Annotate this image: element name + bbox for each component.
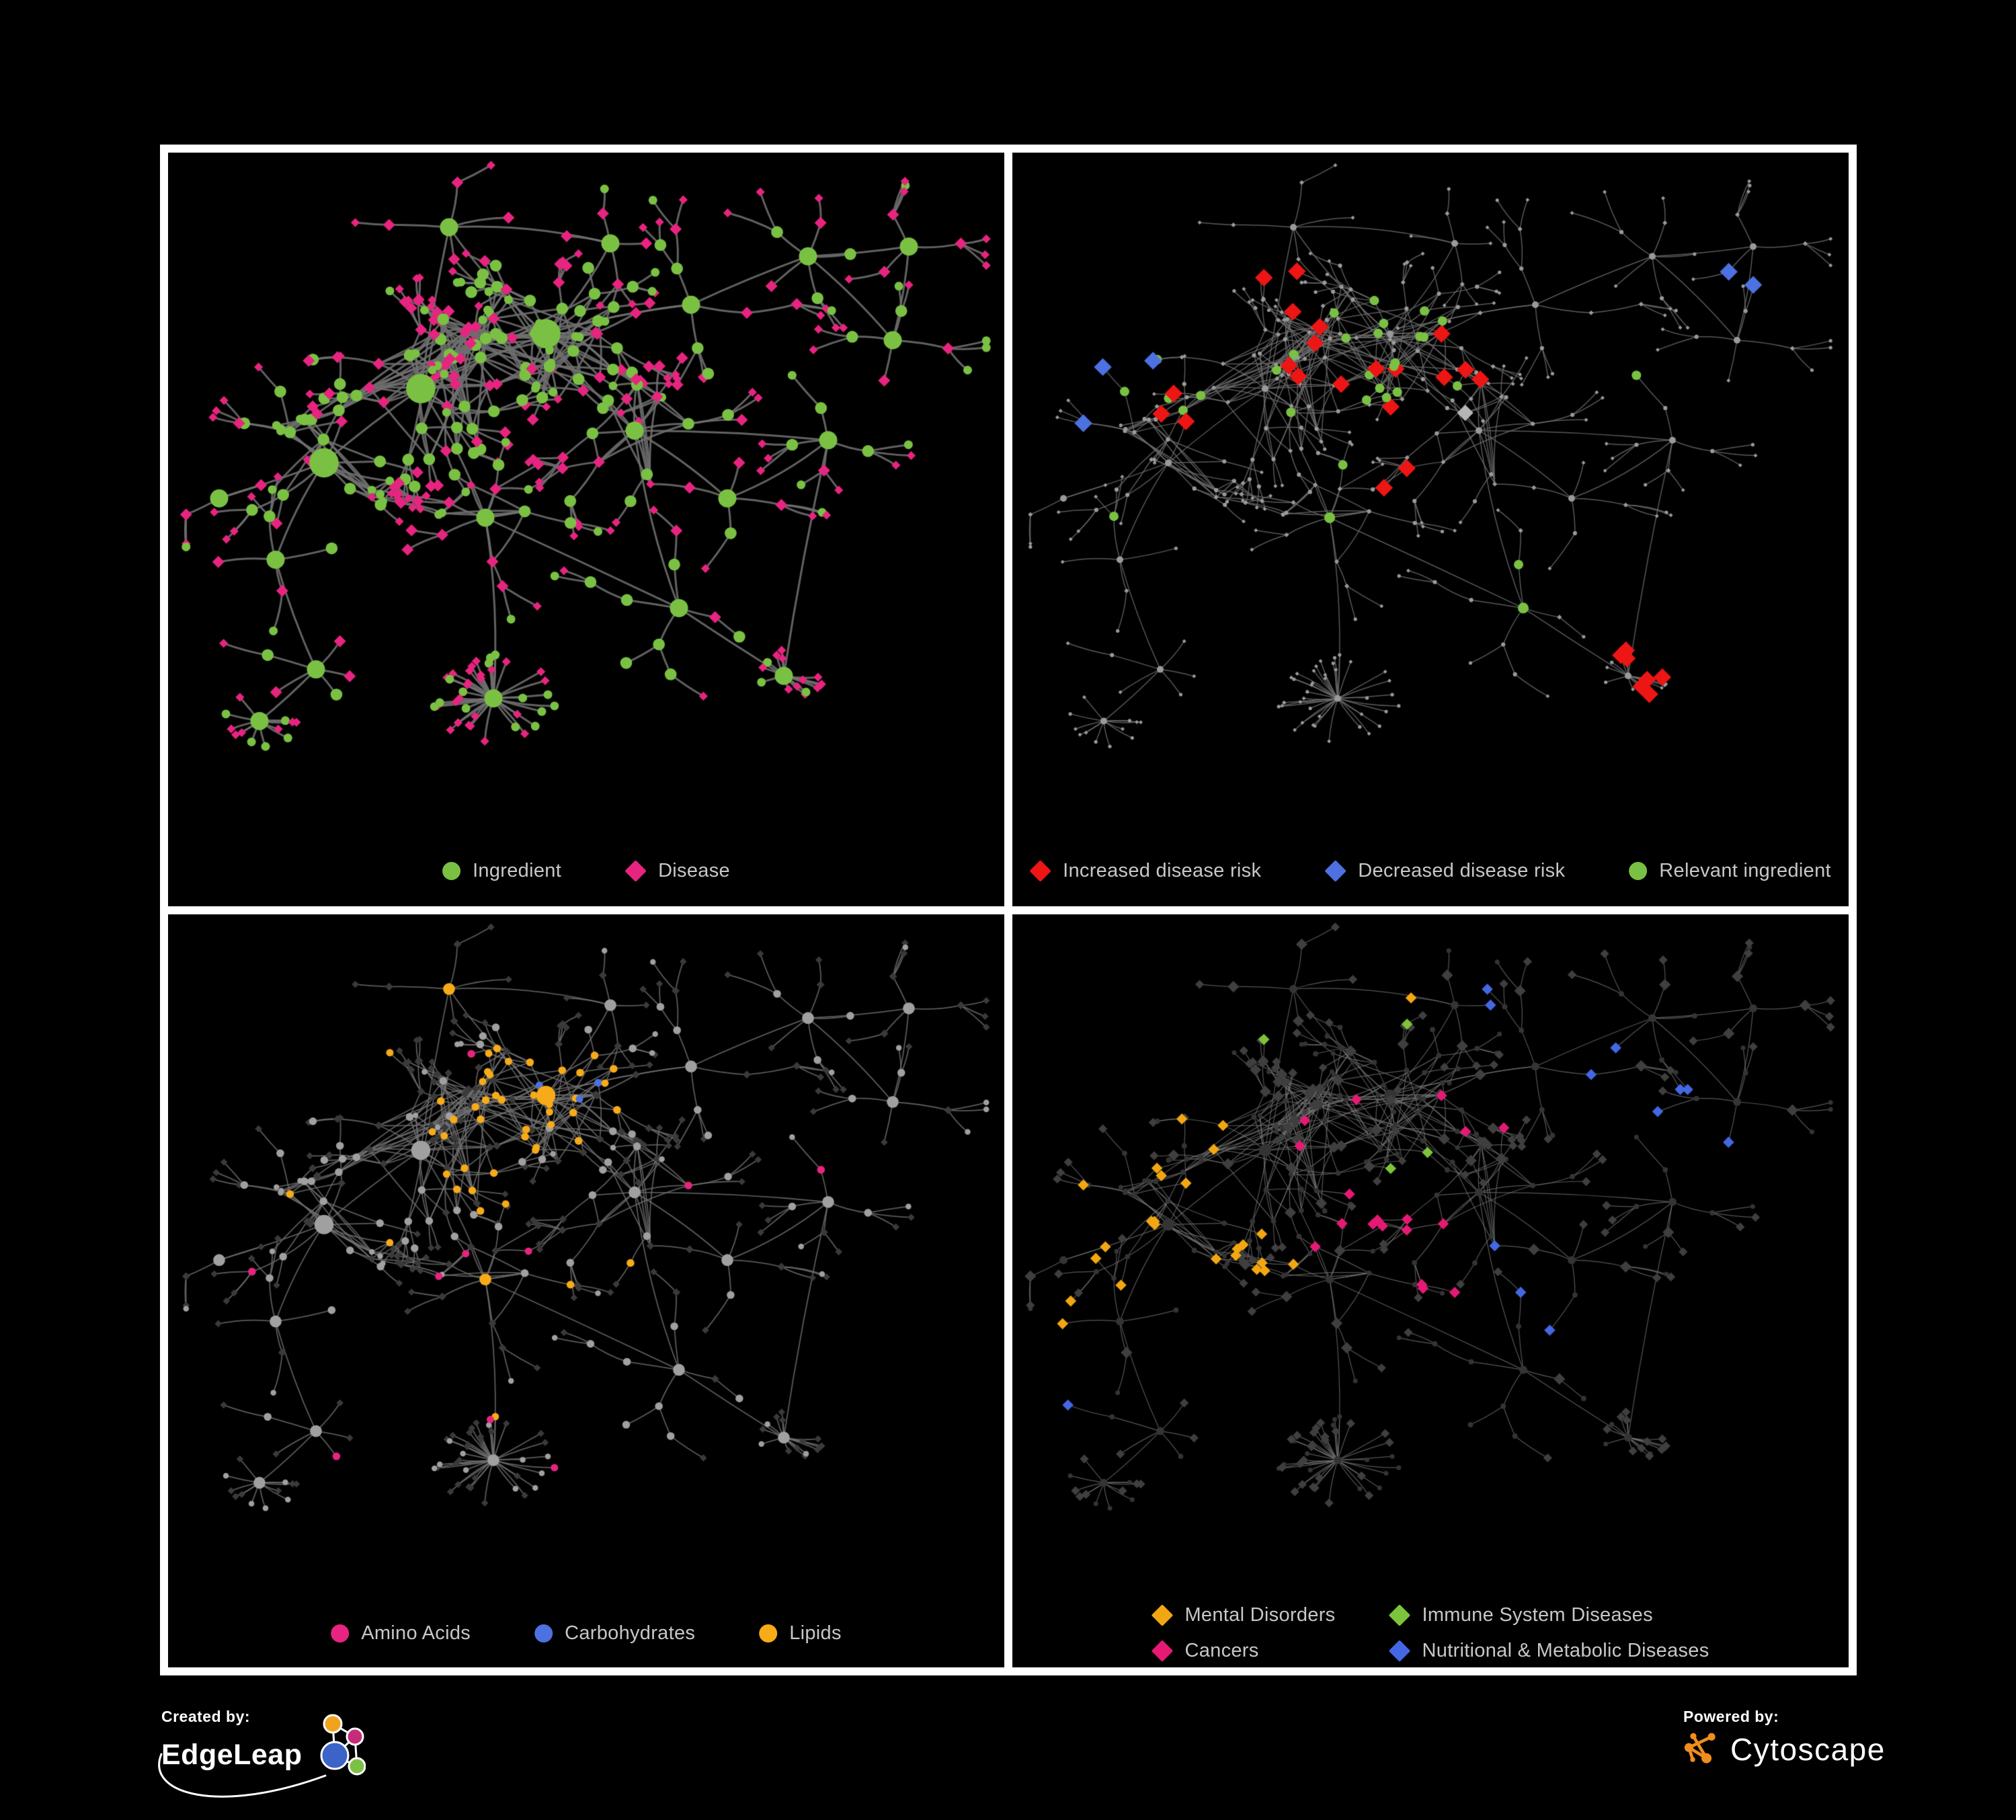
circle-swatch xyxy=(759,1624,778,1643)
legend-item: Amino Acids xyxy=(331,1622,471,1645)
network-canvas-1 xyxy=(168,153,1004,906)
panel-legend-1: Ingredient Disease xyxy=(442,860,730,882)
legend-item: Increased disease risk xyxy=(1029,859,1262,882)
circle-swatch xyxy=(1629,861,1648,880)
legend-label: Mental Disorders xyxy=(1184,1604,1336,1626)
panel-legend-2: Increased disease risk Decreased disease … xyxy=(1029,859,1831,882)
created-by-caption: Created by: xyxy=(161,1708,251,1725)
legend-label: Amino Acids xyxy=(361,1622,471,1644)
legend-label: Cancers xyxy=(1184,1640,1259,1661)
legend-item: Immune System Diseases xyxy=(1388,1604,1709,1626)
legend-label: Decreased disease risk xyxy=(1358,859,1566,881)
network-canvas-4 xyxy=(1012,914,1849,1667)
diamond-swatch xyxy=(1388,1604,1411,1626)
figure-grid: Ingredient Disease Increased disease risk… xyxy=(160,145,1857,1675)
legend-item: Decreased disease risk xyxy=(1324,859,1566,882)
legend-label: Carbohydrates xyxy=(565,1622,696,1644)
diamond-swatch xyxy=(624,859,647,882)
legend-label: Ingredient xyxy=(473,859,562,881)
panel-ingredient-classes: Amino Acids Carbohydrates Lipids xyxy=(168,914,1004,1667)
legend-item: Lipids xyxy=(759,1622,842,1645)
network-canvas-3 xyxy=(168,914,1004,1667)
cytoscape-brand-text: Cytoscape xyxy=(1730,1732,1886,1767)
legend-label: Nutritional & Metabolic Diseases xyxy=(1422,1640,1709,1661)
legend-label: Disease xyxy=(658,859,730,881)
panel-disease-classes: Mental Disorders Immune System Diseases Ca… xyxy=(1012,914,1849,1667)
legend-item: Relevant ingredient xyxy=(1629,860,1831,882)
circle-swatch xyxy=(534,1624,553,1643)
diamond-swatch xyxy=(1151,1640,1174,1662)
panel-ingredient-disease: Ingredient Disease xyxy=(168,153,1004,906)
circle-swatch xyxy=(331,1624,350,1643)
panel-legend-3: Amino Acids Carbohydrates Lipids xyxy=(331,1622,842,1645)
edgeleap-logo: Created by: EdgeLeap xyxy=(158,1708,366,1798)
panel-disease-risk: Increased disease risk Decreased disease … xyxy=(1012,153,1849,906)
edgeleap-network-icon xyxy=(320,1714,366,1776)
legend-item: Mental Disorders xyxy=(1151,1604,1336,1626)
panel-legend-4: Mental Disorders Immune System Diseases Ca… xyxy=(1151,1604,1709,1662)
circle-swatch xyxy=(442,861,461,880)
legend-item: Cancers xyxy=(1151,1640,1335,1662)
diamond-swatch xyxy=(1324,859,1347,882)
diamond-swatch xyxy=(1151,1604,1174,1626)
edgeleap-brand-text: EdgeLeap xyxy=(161,1738,303,1771)
legend-item: Nutritional & Metabolic Diseases xyxy=(1388,1640,1709,1662)
legend-label: Relevant ingredient xyxy=(1659,859,1831,881)
cytoscape-logo: Powered by: Cytoscape xyxy=(1683,1708,1886,1769)
powered-by-caption: Powered by: xyxy=(1683,1708,1779,1725)
legend-label: Lipids xyxy=(789,1622,842,1644)
legend-item: Carbohydrates xyxy=(534,1622,695,1645)
cytoscape-icon xyxy=(1684,1733,1716,1764)
legend-item: Ingredient xyxy=(442,860,561,882)
legend-item: Disease xyxy=(624,859,730,882)
diamond-swatch xyxy=(1029,859,1051,882)
legend-label: Immune System Diseases xyxy=(1422,1604,1653,1626)
legend-label: Increased disease risk xyxy=(1063,859,1262,881)
network-canvas-2 xyxy=(1012,153,1849,906)
diamond-swatch xyxy=(1388,1640,1411,1662)
